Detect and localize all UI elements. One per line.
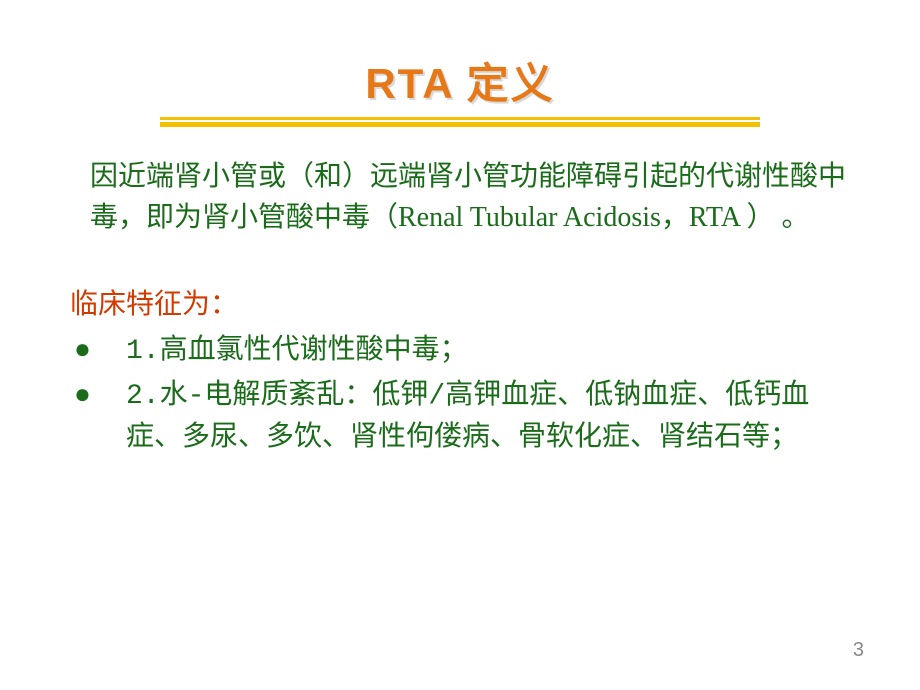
slide-body: 因近端肾小管或（和）远端肾小管功能障碍引起的代谢性酸中毒，即为肾小管酸中毒（Re… bbox=[60, 157, 860, 460]
page-number: 3 bbox=[853, 639, 864, 662]
underline-bottom bbox=[160, 122, 760, 127]
bullet-text: 2.水-电解质紊乱：低钾/高钾血症、低钠血症、低钙血症、多尿、多饮、肾性佝偻病、… bbox=[126, 381, 809, 455]
title-cn: 定义 bbox=[467, 62, 555, 108]
slide-title: RTA 定义 bbox=[60, 50, 860, 111]
title-underline bbox=[160, 117, 760, 127]
bullet-marker: ● bbox=[100, 375, 126, 416]
title-en: RTA bbox=[365, 60, 453, 107]
bullet-marker: ● bbox=[100, 330, 126, 371]
bullet-item: ●2.水-电解质紊乱：低钾/高钾血症、低钠血症、低钙血症、多尿、多饮、肾性佝偻病… bbox=[100, 375, 850, 460]
underline-top bbox=[160, 117, 760, 120]
section-label: 临床特征为： bbox=[70, 282, 860, 322]
slide: RTA 定义 因近端肾小管或（和）远端肾小管功能障碍引起的代谢性酸中毒，即为肾小… bbox=[0, 0, 920, 690]
title-block: RTA 定义 bbox=[60, 50, 860, 127]
bullet-item: ●1.高血氯性代谢性酸中毒； bbox=[100, 330, 850, 373]
bullet-text: 1.高血氯性代谢性酸中毒； bbox=[126, 336, 468, 367]
definition-paragraph: 因近端肾小管或（和）远端肾小管功能障碍引起的代谢性酸中毒，即为肾小管酸中毒（Re… bbox=[90, 157, 850, 238]
